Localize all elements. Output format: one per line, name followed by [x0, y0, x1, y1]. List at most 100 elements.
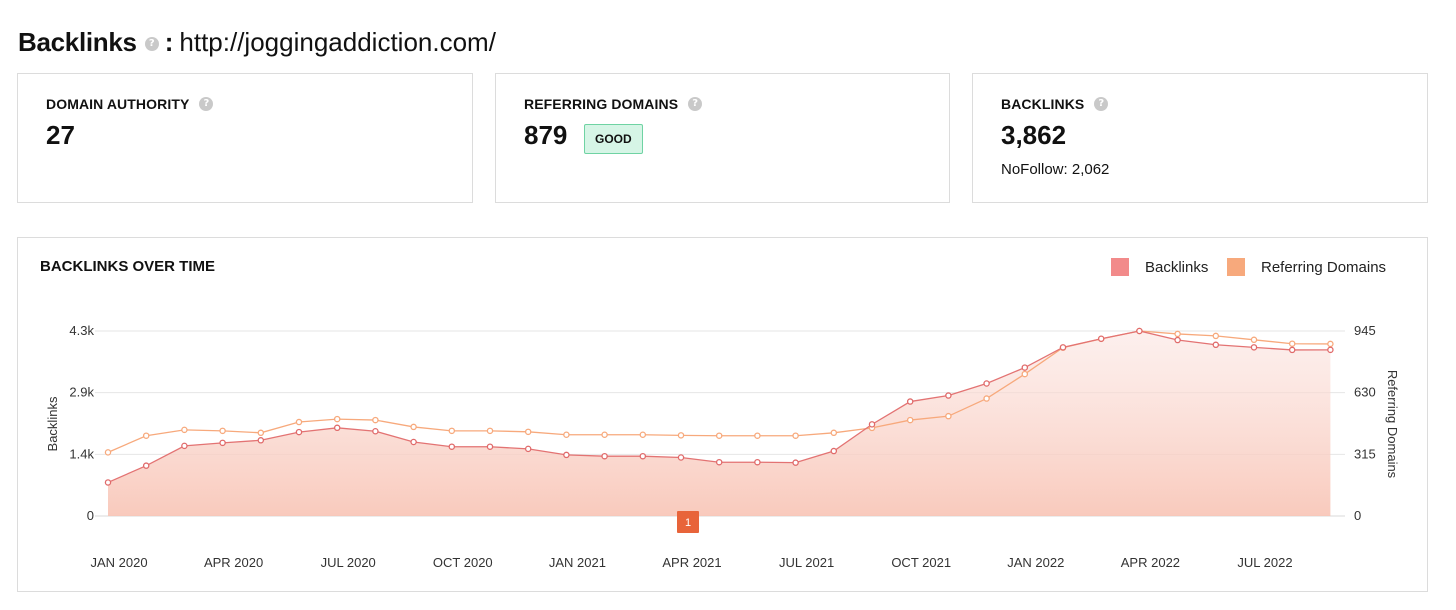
- annotation-marker: [677, 511, 699, 533]
- referring-domains-label-row: REFERRING DOMAINS ?: [524, 96, 703, 112]
- question-icon[interactable]: ?: [199, 97, 214, 111]
- page-title: Backlinks: [18, 26, 137, 57]
- x-tick-label: JAN 2021: [549, 555, 606, 570]
- backlinks-point: [219, 439, 226, 447]
- backlinks-point: [1288, 346, 1296, 354]
- y-tick-label-left: 0: [87, 508, 94, 523]
- backlinks-card: BACKLINKS ? 3,862 NoFollow: 2,062: [972, 73, 1428, 203]
- referring-domains-point: [448, 427, 456, 435]
- backlinks-point: [1136, 327, 1143, 335]
- question-icon[interactable]: ?: [688, 97, 703, 111]
- y-tick-label-left: 2.9k: [69, 385, 94, 400]
- referring-domains-point: [792, 432, 799, 439]
- referring-domains-point: [142, 432, 150, 439]
- backlinks-point: [601, 452, 608, 460]
- referring-domains-point: [1021, 370, 1029, 378]
- backlinks-point: [486, 443, 494, 450]
- referring-domains-point: [1212, 332, 1220, 340]
- referring-domains-point: [372, 416, 379, 424]
- referring-domains-point: [524, 428, 532, 436]
- legend-label-referring-domains: Referring Domains: [1261, 258, 1387, 276]
- y-tick-label-right: 630: [1354, 385, 1376, 400]
- domain-url: http://joggingaddiction.com/: [179, 26, 496, 57]
- referring-domains-point: [715, 432, 723, 439]
- x-tick-label: OCT 2021: [891, 555, 951, 570]
- question-icon[interactable]: ?: [144, 37, 159, 51]
- referring-domains-point: [906, 416, 914, 424]
- backlinks-point: [181, 442, 188, 450]
- backlinks-point: [257, 437, 265, 444]
- legend-swatch-referring-domains: [1227, 258, 1245, 276]
- backlinks-point: [983, 380, 990, 387]
- y-tick-label-right: 0: [1354, 508, 1361, 523]
- referring-domains-point: [1288, 340, 1296, 347]
- title-separator: :: [164, 26, 174, 57]
- backlinks-label: BACKLINKS: [1001, 96, 1085, 112]
- referring-domains-point: [754, 432, 761, 439]
- question-icon[interactable]: ?: [1094, 97, 1109, 111]
- backlinks-label-row: BACKLINKS ?: [1001, 96, 1109, 112]
- domain-authority-card: DOMAIN AUTHORITY ? 27: [17, 73, 473, 203]
- legend-item-backlinks[interactable]: Backlinks: [1111, 258, 1208, 276]
- domain-authority-label: DOMAIN AUTHORITY: [46, 96, 190, 112]
- nofollow-count: NoFollow: 2,062: [1001, 161, 1110, 178]
- x-tick-label: JAN 2022: [1007, 555, 1064, 570]
- backlinks-point: [104, 479, 112, 486]
- backlinks-value: 3,862: [1001, 120, 1067, 150]
- legend-item-referring-domains[interactable]: Referring Domains: [1227, 258, 1386, 276]
- backlinks-point: [792, 459, 799, 466]
- backlinks-point: [830, 447, 838, 455]
- backlinks-point: [754, 458, 761, 466]
- referring-domains-value: 879: [524, 120, 568, 150]
- x-tick-label: APR 2021: [662, 555, 721, 570]
- backlinks-point: [448, 443, 456, 450]
- domain-authority-value: 27: [46, 120, 75, 150]
- referring-domains-card: REFERRING DOMAINS ? 879 GOOD: [495, 73, 950, 203]
- backlinks-point: [1327, 346, 1334, 354]
- backlinks-point: [1250, 344, 1258, 351]
- status-badge: GOOD: [584, 124, 643, 154]
- referring-domains-point: [219, 427, 226, 435]
- backlinks-point: [410, 438, 417, 446]
- backlinks-point: [563, 451, 570, 459]
- referring-domains-point: [1250, 336, 1258, 344]
- backlinks-point: [372, 427, 379, 435]
- backlinks-area: [108, 331, 1331, 516]
- referring-domains-point: [333, 415, 341, 423]
- referring-domains-point: [410, 423, 417, 431]
- backlinks-point: [524, 445, 532, 453]
- y-tick-label-right: 945: [1354, 323, 1376, 338]
- y-tick-label-right: 315: [1354, 446, 1376, 461]
- referring-domains-point: [104, 449, 112, 456]
- backlinks-point: [639, 452, 647, 460]
- backlinks-point: [945, 392, 952, 399]
- backlinks-point: [295, 428, 303, 436]
- chart-title: BACKLINKS OVER TIME: [40, 258, 216, 275]
- domain-authority-label-row: DOMAIN AUTHORITY ?: [46, 96, 214, 112]
- backlinks-point: [677, 454, 685, 461]
- legend-label-backlinks: Backlinks: [1145, 258, 1209, 276]
- backlinks-point: [715, 458, 723, 466]
- referring-domains-point: [257, 429, 265, 437]
- backlinks-point: [1059, 344, 1067, 351]
- x-tick-label: APR 2022: [1121, 555, 1180, 570]
- referring-domains-point: [295, 418, 303, 426]
- backlinks-point: [868, 421, 876, 428]
- legend-swatch-backlinks: [1111, 258, 1129, 276]
- x-tick-label: JUL 2022: [1237, 555, 1292, 570]
- x-tick-label: JUL 2021: [779, 555, 834, 570]
- x-tick-label: JAN 2020: [90, 555, 147, 570]
- x-tick-label: OCT 2020: [433, 555, 493, 570]
- referring-domains-point: [639, 431, 647, 439]
- backlinks-point: [142, 462, 150, 469]
- referring-domains-point: [486, 427, 494, 435]
- referring-domains-point: [945, 412, 952, 420]
- backlinks-point: [1212, 341, 1220, 349]
- referring-domains-point: [677, 432, 685, 439]
- backlinks-point: [906, 398, 914, 405]
- referring-domains-point: [1174, 330, 1181, 338]
- referring-domains-point: [563, 431, 570, 439]
- y-axis-label-right: Referring Domains: [1385, 370, 1400, 479]
- y-tick-label-left: 4.3k: [69, 323, 94, 338]
